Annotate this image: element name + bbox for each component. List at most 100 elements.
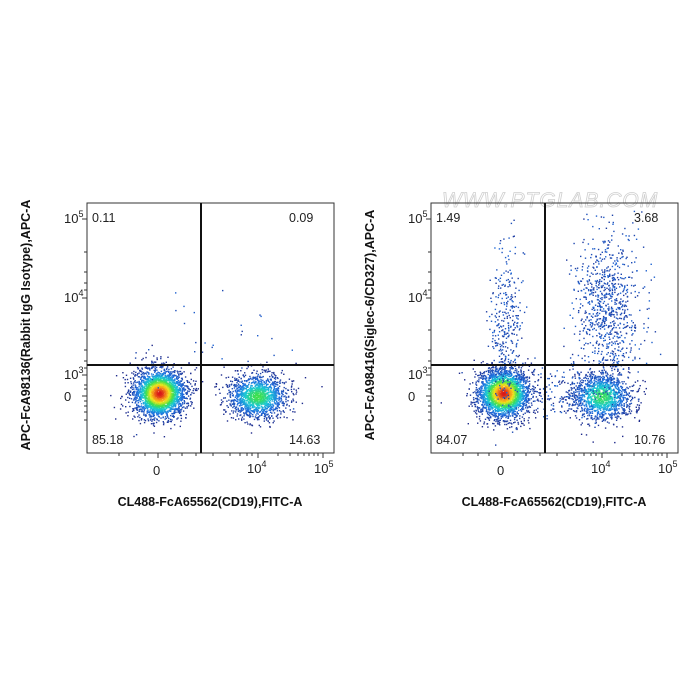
- event-dot: [282, 402, 285, 405]
- event-dot: [178, 376, 180, 378]
- event-dot: [270, 378, 272, 380]
- event-dot: [490, 399, 492, 402]
- event-dot: [163, 422, 165, 424]
- event-dot: [274, 380, 276, 383]
- event-dot: [145, 384, 147, 386]
- event-dot: [232, 400, 234, 402]
- event-dot: [167, 375, 169, 378]
- event-dot: [191, 392, 193, 394]
- event-dot: [147, 368, 149, 370]
- event-dot: [237, 370, 239, 372]
- event-dot: [275, 407, 277, 410]
- event-dot: [255, 392, 258, 394]
- event-dot: [246, 385, 249, 387]
- event-dot: [267, 370, 269, 372]
- event-dot: [524, 383, 527, 385]
- event-dot: [148, 399, 150, 401]
- event-dot: [282, 401, 284, 403]
- event-dot: [124, 385, 127, 388]
- event-dot: [165, 384, 167, 386]
- event-dot: [240, 402, 242, 404]
- event-dot: [145, 378, 148, 381]
- event-dot: [534, 390, 536, 392]
- event-dot: [516, 419, 518, 421]
- event-dot: [240, 388, 243, 391]
- event-dot: [226, 420, 229, 422]
- event-dot: [143, 381, 145, 383]
- event-dot: [185, 392, 187, 394]
- event-dot: [259, 388, 262, 390]
- event-dot: [174, 384, 177, 386]
- event-dot: [263, 388, 265, 390]
- event-dot: [283, 382, 285, 384]
- event-dot: [274, 394, 277, 397]
- event-dot: [272, 391, 274, 393]
- event-dot: [149, 401, 151, 403]
- event-dot: [292, 380, 295, 382]
- event-dot: [173, 371, 175, 373]
- event-dot: [161, 383, 163, 385]
- event-dot: [160, 403, 162, 406]
- event-dot: [245, 412, 247, 414]
- event-dot: [154, 409, 156, 412]
- event-dot: [269, 411, 272, 413]
- event-dot: [265, 413, 267, 415]
- event-dot: [168, 417, 170, 420]
- event-dot: [521, 387, 524, 389]
- event-dot: [516, 428, 518, 431]
- event-dot: [270, 406, 272, 408]
- event-dot: [149, 380, 151, 382]
- event-dot: [148, 404, 150, 407]
- event-dot: [184, 397, 187, 399]
- event-dot: [248, 390, 251, 392]
- event-dot: [181, 395, 184, 397]
- event-dot: [173, 400, 175, 402]
- event-dot: [172, 395, 174, 398]
- event-dot: [234, 398, 236, 401]
- event-dot: [162, 386, 164, 388]
- event-dot: [149, 412, 151, 414]
- event-dot: [267, 387, 269, 389]
- event-dot: [255, 389, 257, 392]
- event-dot: [162, 399, 165, 402]
- event-dot: [295, 391, 298, 393]
- event-dot: [194, 383, 196, 385]
- event-dot: [169, 407, 171, 409]
- event-dot: [136, 381, 139, 383]
- event-dot: [166, 391, 168, 393]
- event-dot: [220, 399, 223, 401]
- event-dot: [165, 371, 167, 373]
- event-dot: [144, 398, 146, 400]
- event-dot: [168, 375, 170, 378]
- event-dot: [517, 389, 520, 391]
- event-dot: [233, 384, 235, 387]
- event-dot: [237, 383, 240, 385]
- event-dot: [162, 402, 164, 404]
- event-dot: [486, 387, 489, 389]
- event-dot: [180, 420, 182, 422]
- event-dot: [140, 405, 143, 407]
- event-dot: [188, 387, 190, 390]
- event-dot: [168, 394, 170, 396]
- event-dot: [276, 401, 278, 403]
- event-dot: [255, 402, 257, 404]
- event-dot: [158, 398, 161, 401]
- event-dot: [246, 392, 248, 394]
- event-dot: [223, 413, 225, 415]
- event-dot: [255, 395, 257, 397]
- event-dot: [521, 392, 524, 395]
- event-dot: [150, 393, 153, 396]
- event-dot: [134, 357, 137, 359]
- event-dot: [132, 418, 134, 420]
- event-dot: [137, 406, 139, 409]
- event-dot: [151, 384, 153, 386]
- event-dot: [162, 394, 164, 397]
- event-dot: [248, 393, 250, 395]
- event-dot: [143, 397, 145, 399]
- event-dot: [232, 417, 235, 419]
- event-dot: [163, 391, 166, 393]
- event-dot: [177, 379, 180, 382]
- event-dot: [257, 395, 259, 398]
- event-dot: [180, 398, 183, 400]
- event-dot: [172, 381, 174, 383]
